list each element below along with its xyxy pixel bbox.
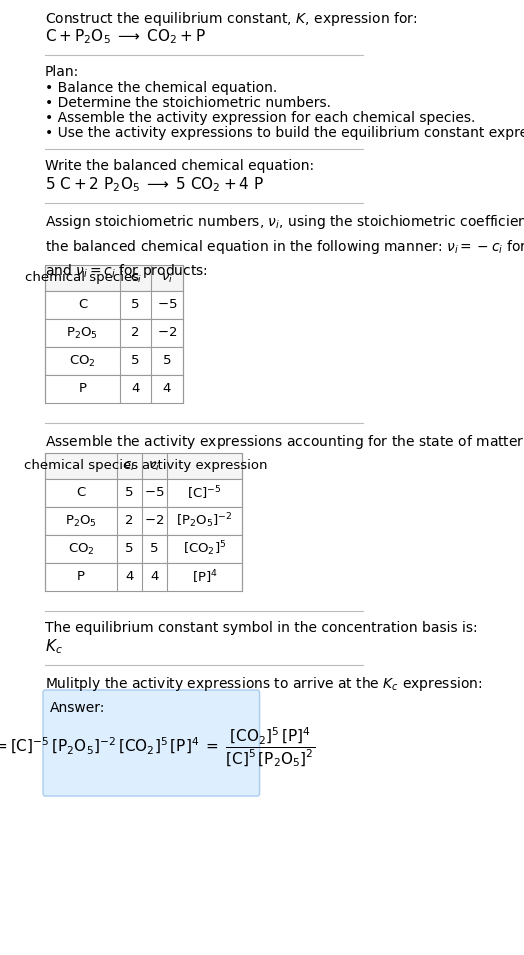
FancyBboxPatch shape — [45, 563, 242, 591]
Text: 5: 5 — [162, 354, 171, 368]
Text: $c_i$: $c_i$ — [124, 459, 135, 473]
Text: chemical species: chemical species — [24, 459, 138, 473]
Text: 2: 2 — [125, 515, 134, 527]
Text: P: P — [79, 383, 86, 395]
Text: C: C — [77, 486, 85, 499]
Text: Construct the equilibrium constant, $K$, expression for:: Construct the equilibrium constant, $K$,… — [45, 10, 418, 28]
Text: $\text{P}_2\text{O}_5$: $\text{P}_2\text{O}_5$ — [67, 326, 99, 341]
Text: $-2$: $-2$ — [157, 327, 177, 339]
Text: 4: 4 — [125, 570, 134, 584]
Text: $\text{CO}_2$: $\text{CO}_2$ — [68, 541, 94, 557]
Text: $\nu_i$: $\nu_i$ — [148, 459, 160, 473]
Text: 2: 2 — [132, 327, 140, 339]
Text: C: C — [78, 299, 87, 311]
Text: $\text{CO}_2$: $\text{CO}_2$ — [69, 353, 96, 369]
Text: chemical species: chemical species — [25, 271, 139, 285]
Text: $5\text{ C} + 2\text{ P}_2\text{O}_5 \;\longrightarrow\; 5\text{ CO}_2 + 4\text{: $5\text{ C} + 2\text{ P}_2\text{O}_5 \;\… — [45, 175, 264, 194]
Text: $K_c = [\text{C}]^{-5}\,[\text{P}_2\text{O}_5]^{-2}\,[\text{CO}_2]^{5}\,[\text{P: $K_c = [\text{C}]^{-5}\,[\text{P}_2\text… — [0, 725, 315, 769]
FancyBboxPatch shape — [45, 375, 182, 403]
Text: Assign stoichiometric numbers, $\nu_i$, using the stoichiometric coefficients, $: Assign stoichiometric numbers, $\nu_i$, … — [45, 213, 524, 280]
FancyBboxPatch shape — [43, 690, 259, 796]
Text: $-5$: $-5$ — [144, 486, 165, 499]
FancyBboxPatch shape — [45, 265, 182, 291]
Text: $\text{C} + \text{P}_2\text{O}_5 \;\longrightarrow\; \text{CO}_2 + \text{P}$: $\text{C} + \text{P}_2\text{O}_5 \;\long… — [45, 27, 206, 46]
Text: $[\text{P}_2\text{O}_5]^{-2}$: $[\text{P}_2\text{O}_5]^{-2}$ — [177, 512, 233, 530]
Text: Assemble the activity expressions accounting for the state of matter and $\nu_i$: Assemble the activity expressions accoun… — [45, 433, 524, 451]
Text: 5: 5 — [132, 354, 140, 368]
Text: $[\text{C}]^{-5}$: $[\text{C}]^{-5}$ — [187, 484, 222, 501]
FancyBboxPatch shape — [45, 291, 182, 319]
Text: $\nu_i$: $\nu_i$ — [161, 271, 173, 285]
Text: 5: 5 — [132, 299, 140, 311]
Text: 4: 4 — [150, 570, 159, 584]
Text: • Assemble the activity expression for each chemical species.: • Assemble the activity expression for e… — [45, 111, 475, 125]
Text: Write the balanced chemical equation:: Write the balanced chemical equation: — [45, 159, 314, 173]
Text: Plan:: Plan: — [45, 65, 79, 79]
Text: $\text{P}_2\text{O}_5$: $\text{P}_2\text{O}_5$ — [65, 514, 97, 528]
Text: activity expression: activity expression — [142, 459, 267, 473]
FancyBboxPatch shape — [45, 319, 182, 347]
Text: 5: 5 — [125, 486, 134, 499]
Text: 4: 4 — [132, 383, 140, 395]
Text: Answer:: Answer: — [50, 701, 105, 715]
Text: Mulitply the activity expressions to arrive at the $K_c$ expression:: Mulitply the activity expressions to arr… — [45, 675, 482, 693]
FancyBboxPatch shape — [45, 453, 242, 479]
Text: • Balance the chemical equation.: • Balance the chemical equation. — [45, 81, 277, 95]
Text: 4: 4 — [163, 383, 171, 395]
Text: $[\text{P}]^{4}$: $[\text{P}]^{4}$ — [192, 568, 217, 585]
Text: The equilibrium constant symbol in the concentration basis is:: The equilibrium constant symbol in the c… — [45, 621, 477, 635]
FancyBboxPatch shape — [45, 347, 182, 375]
Text: 5: 5 — [150, 542, 159, 556]
Text: $-5$: $-5$ — [157, 299, 177, 311]
Text: • Use the activity expressions to build the equilibrium constant expression.: • Use the activity expressions to build … — [45, 126, 524, 140]
Text: P: P — [77, 570, 85, 584]
Text: $-2$: $-2$ — [144, 515, 165, 527]
FancyBboxPatch shape — [45, 507, 242, 535]
FancyBboxPatch shape — [45, 535, 242, 563]
Text: • Determine the stoichiometric numbers.: • Determine the stoichiometric numbers. — [45, 96, 331, 110]
FancyBboxPatch shape — [45, 479, 242, 507]
Text: $c_i$: $c_i$ — [130, 271, 141, 285]
Text: $[\text{CO}_2]^{5}$: $[\text{CO}_2]^{5}$ — [183, 540, 226, 559]
Text: $K_c$: $K_c$ — [45, 637, 62, 656]
Text: 5: 5 — [125, 542, 134, 556]
